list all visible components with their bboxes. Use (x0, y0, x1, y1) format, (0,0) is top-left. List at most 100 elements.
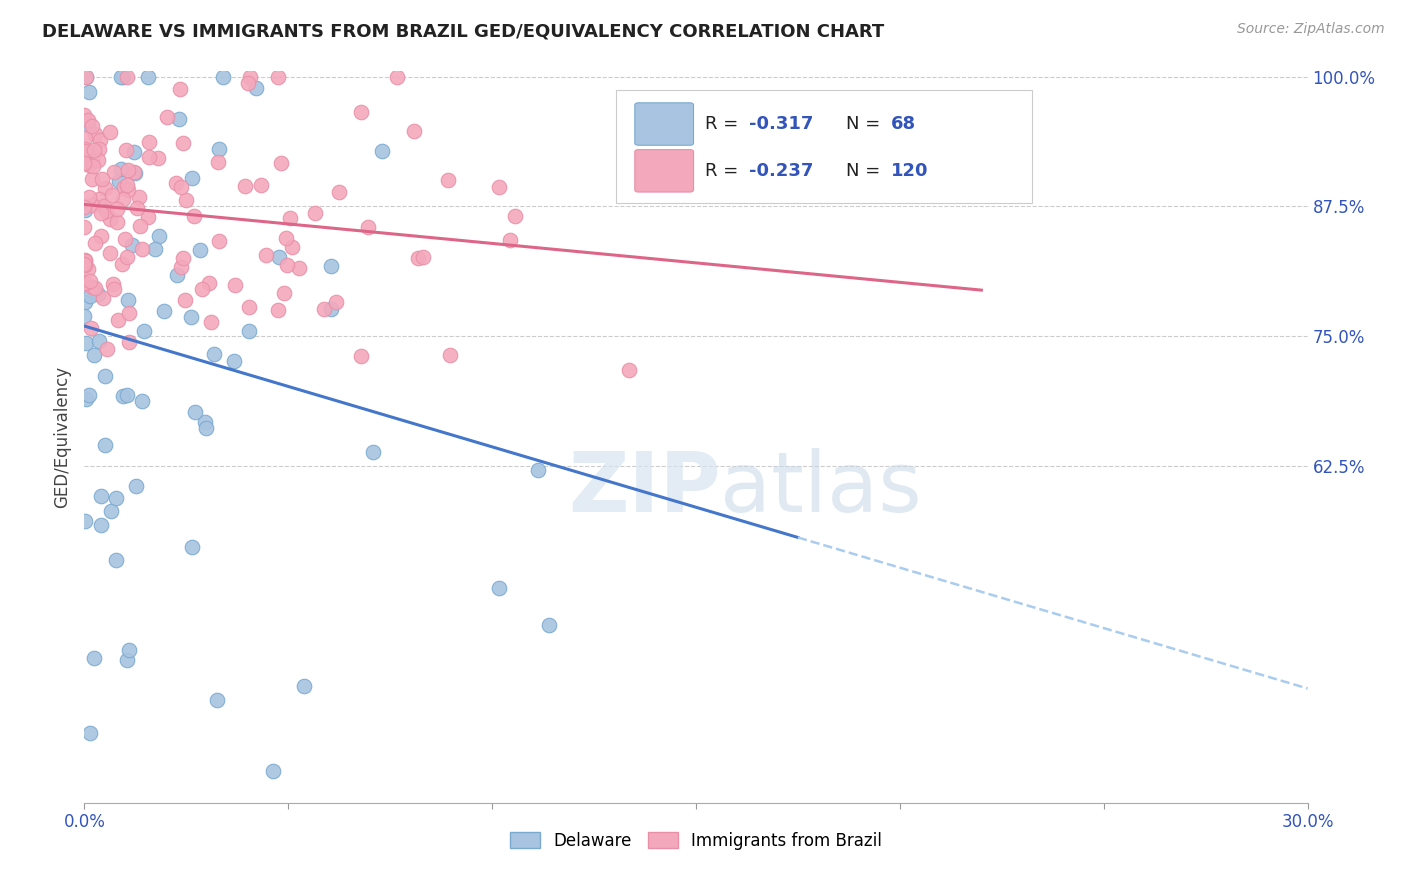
Point (194, 415, 217, 429)
Point (89, 133, 111, 147)
Y-axis label: GED/Equivalency: GED/Equivalency (53, 366, 72, 508)
Point (117, 642, 139, 657)
Point (124, 145, 146, 159)
Point (87, 142, 110, 156)
Point (76, 261, 98, 276)
Point (75, 392, 97, 406)
Point (176, 193, 198, 207)
Point (105, 202, 128, 216)
Point (498, 233, 520, 247)
Point (75, 253, 97, 268)
Point (254, 248, 277, 262)
Point (128, 219, 150, 234)
Point (90, 229, 112, 244)
Point (80, 280, 103, 294)
Point (83, 143, 105, 157)
Point (267, 70, 290, 84)
Point (363, 445, 385, 459)
Point (75, 514, 97, 528)
Point (238, 300, 260, 314)
Point (128, 189, 150, 203)
Point (136, 211, 159, 225)
Point (138, 150, 160, 164)
Point (245, 81, 267, 95)
Point (131, 242, 153, 256)
Point (84, 281, 107, 295)
Point (93, 199, 115, 213)
Point (115, 70, 138, 84)
Point (404, 124, 426, 138)
Text: 120: 120 (890, 161, 928, 180)
Point (103, 165, 125, 179)
Point (94, 368, 117, 383)
Point (537, 617, 560, 632)
Point (94, 438, 117, 452)
FancyBboxPatch shape (636, 103, 693, 145)
Point (321, 259, 343, 273)
Point (73, 294, 96, 309)
Point (236, 76, 259, 90)
Point (270, 156, 292, 170)
Point (105, 553, 128, 567)
Point (172, 251, 194, 265)
Text: R =: R = (704, 161, 744, 180)
Point (79, 726, 101, 740)
Point (73, 200, 96, 214)
Text: 68: 68 (890, 115, 915, 133)
Point (350, 105, 373, 120)
Point (75, 336, 97, 351)
Point (273, 285, 295, 300)
Point (90, 172, 112, 186)
Point (174, 293, 197, 308)
Point (76, 112, 98, 127)
Point (194, 421, 217, 435)
Point (148, 229, 170, 244)
Point (96, 342, 118, 356)
FancyBboxPatch shape (616, 90, 1032, 203)
Point (239, 70, 262, 84)
Point (143, 242, 166, 256)
Point (73, 309, 96, 323)
Point (90, 517, 112, 532)
Legend: Delaware, Immigrants from Brazil: Delaware, Immigrants from Brazil (503, 825, 889, 856)
Point (90, 489, 112, 503)
Point (98, 212, 121, 227)
Point (110, 70, 132, 84)
Point (208, 142, 231, 156)
Text: N =: N = (846, 161, 886, 180)
Point (83, 651, 105, 665)
Point (111, 70, 134, 84)
Point (207, 693, 229, 707)
Point (117, 250, 139, 264)
Point (238, 325, 260, 339)
Point (84, 235, 107, 250)
Point (131, 393, 153, 408)
Point (170, 260, 193, 274)
Text: ZIP: ZIP (568, 448, 720, 529)
Point (488, 180, 510, 194)
Point (181, 540, 204, 554)
Point (321, 301, 343, 316)
Point (103, 277, 125, 291)
Point (146, 151, 169, 165)
Point (207, 155, 229, 169)
Text: Source: ZipAtlas.com: Source: ZipAtlas.com (1237, 22, 1385, 37)
Point (77, 388, 100, 402)
Text: atlas: atlas (720, 448, 922, 529)
Point (197, 276, 219, 290)
Point (436, 172, 458, 186)
Point (115, 178, 138, 192)
Point (98, 125, 121, 139)
Text: DELAWARE VS IMMIGRANTS FROM BRAZIL GED/EQUIVALENCY CORRELATION CHART: DELAWARE VS IMMIGRANTS FROM BRAZIL GED/E… (42, 22, 884, 40)
Point (73, 203, 96, 218)
Point (385, 70, 408, 84)
Point (281, 240, 304, 254)
Point (169, 82, 191, 96)
Point (118, 306, 141, 320)
Point (406, 251, 429, 265)
Point (80, 321, 103, 335)
Point (107, 312, 129, 326)
Point (82, 198, 104, 212)
Point (180, 310, 202, 324)
Point (112, 192, 135, 206)
